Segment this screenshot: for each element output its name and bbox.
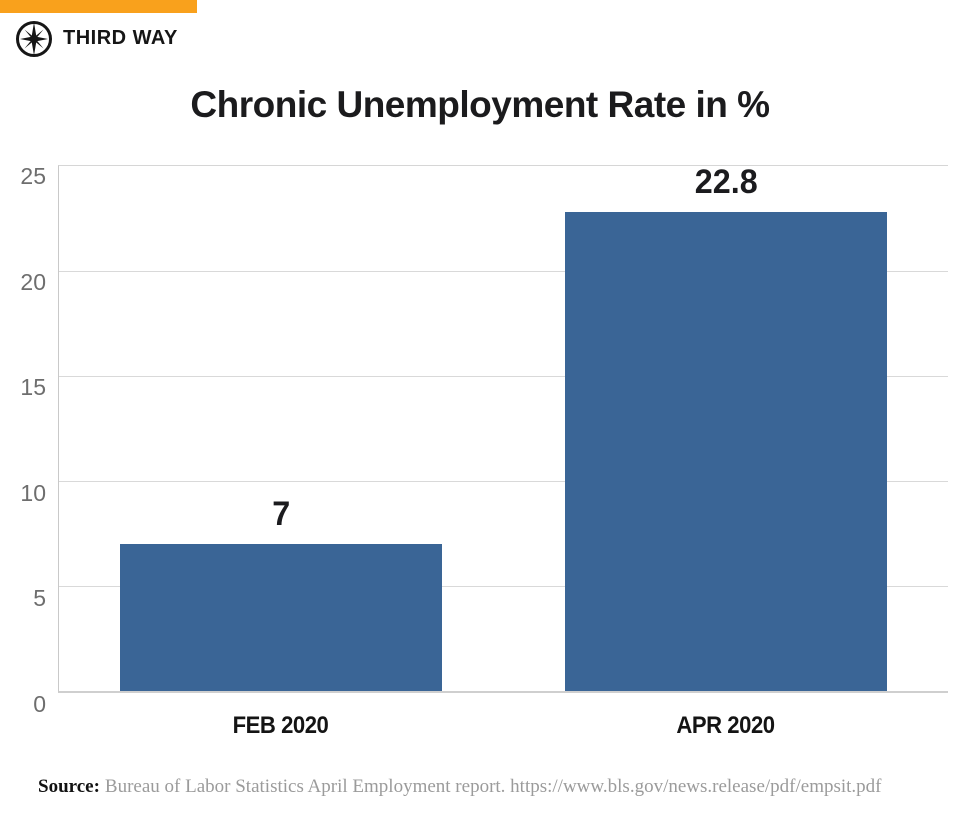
y-tick-label: 5 — [33, 585, 46, 612]
bar-group-feb-2020: 7 — [59, 166, 504, 691]
y-tick-label: 10 — [20, 479, 46, 506]
source-text: Bureau of Labor Statistics April Employm… — [104, 776, 882, 797]
y-tick-label: 15 — [20, 374, 46, 401]
y-tick-label: 0 — [33, 691, 46, 717]
y-axis: 25 20 15 10 5 0 — [0, 163, 46, 716]
source-line: Source: Bureau of Labor Statistics April … — [38, 776, 948, 798]
bar-value-label: 22.8 — [694, 163, 758, 202]
bar-apr-2020 — [564, 212, 887, 691]
gridline — [59, 481, 948, 482]
plot-area: 7 22.8 — [58, 163, 949, 693]
gridline — [59, 271, 948, 272]
gridline — [59, 586, 948, 587]
x-tick-label-feb-2020: FEB 2020 — [232, 712, 329, 739]
brand-accent-bar — [0, 0, 197, 13]
compass-star-icon — [16, 21, 52, 57]
brand-name: THIRD WAY — [63, 27, 178, 49]
bar-group-apr-2020: 22.8 — [504, 163, 949, 691]
source-label: Source: — [38, 776, 100, 797]
bar-value-label: 7 — [272, 495, 291, 533]
chart-title: Chronic Unemployment Rate in % — [190, 84, 770, 125]
y-tick-label: 20 — [20, 268, 46, 295]
x-axis: FEB 2020 APR 2020 — [58, 712, 948, 746]
gridline — [59, 376, 948, 377]
x-tick-label-apr-2020: APR 2020 — [676, 712, 775, 739]
bar-feb-2020 — [120, 544, 443, 691]
y-tick-label: 25 — [20, 163, 46, 189]
